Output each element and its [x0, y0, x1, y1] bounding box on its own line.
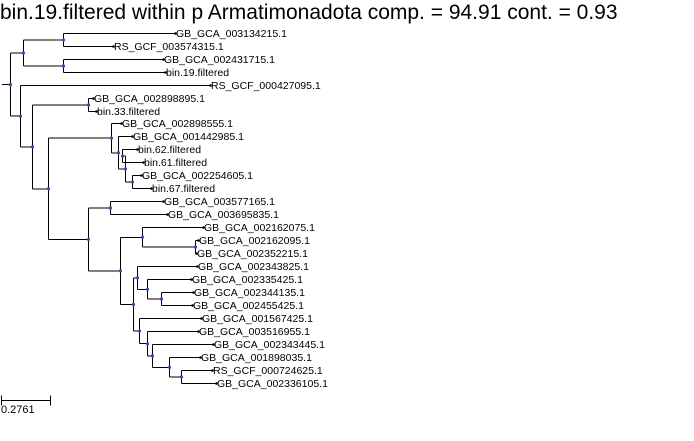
leaf-label: GB_GCA_002343445.1 — [214, 339, 325, 351]
leaf-label: GB_GCA_002898555.1 — [122, 118, 233, 130]
leaf-tip-marker — [195, 252, 198, 255]
internal-node-marker — [61, 38, 66, 42]
internal-node-marker — [86, 103, 91, 107]
internal-node-marker — [145, 342, 150, 346]
leaf-tip-marker — [162, 200, 165, 203]
leaf-label: GB_GCA_002344135.1 — [194, 287, 305, 299]
leaf-tip-marker — [112, 45, 115, 48]
leaf-tip-marker — [95, 110, 98, 113]
leaf-label: GB_GCA_003134215.1 — [176, 28, 287, 40]
leaf-tip-marker — [215, 382, 218, 385]
scale-bar-label: 0.2761 — [1, 404, 35, 416]
leaf-label: bin.33.filtered — [97, 106, 160, 118]
leaf-tip-marker — [136, 148, 139, 151]
leaf-tip-marker — [199, 356, 202, 359]
internal-node-marker — [61, 64, 66, 68]
leaf-tip-marker — [166, 213, 169, 216]
scale-bar: 0.2761 — [1, 395, 51, 416]
internal-node-marker — [86, 237, 91, 242]
internal-node-marker — [21, 51, 26, 55]
internal-node-marker — [108, 206, 113, 210]
internal-node-marker — [193, 245, 198, 249]
leaf-label: RS_GCF_000427095.1 — [211, 80, 321, 92]
internal-node-marker — [118, 269, 123, 273]
internal-node-marker — [135, 276, 140, 280]
internal-node-marker — [150, 354, 155, 358]
internal-node-marker — [179, 375, 184, 379]
leaf-tip-marker — [92, 97, 95, 100]
internal-node-marker — [130, 180, 135, 184]
leaf-tip-marker — [162, 58, 165, 61]
internal-node-marker — [46, 187, 51, 191]
internal-node-marker — [140, 235, 145, 239]
leaf-tip-marker — [150, 187, 153, 190]
leaf-tip-marker — [192, 291, 195, 294]
leaf-label: GB_GCA_002455425.1 — [193, 300, 304, 312]
leaf-tip-marker — [211, 369, 214, 372]
internal-node-marker — [167, 365, 172, 369]
leaf-tip-marker — [131, 135, 134, 138]
leaf-tip-marker — [190, 278, 193, 281]
leaf-label: RS_GCF_000724625.1 — [213, 365, 323, 377]
leaf-tip-marker — [140, 174, 143, 177]
leaf-tip-marker — [197, 239, 200, 242]
internal-node-marker — [116, 151, 121, 155]
leaf-label: GB_GCA_001442985.1 — [133, 131, 244, 143]
leaf-label: GB_GCA_002431715.1 — [164, 54, 275, 66]
leaf-tip-marker — [191, 304, 194, 307]
leaf-label: bin.67.filtered — [152, 183, 215, 195]
leaf-label: bin.19.filtered — [166, 67, 229, 79]
internal-node-marker — [131, 302, 136, 307]
internal-node-marker — [109, 136, 114, 140]
internal-node-marker — [8, 82, 13, 87]
internal-node-marker — [159, 297, 164, 301]
leaf-label: bin.62.filtered — [138, 144, 201, 156]
internal-node-marker — [18, 114, 23, 118]
leaf-label: GB_GCA_002254605.1 — [142, 170, 253, 182]
leaf-label: RS_GCF_003574315.1 — [114, 41, 224, 53]
leaf-label: GB_GCA_003516955.1 — [199, 326, 310, 338]
leaf-label: GB_GCA_003695835.1 — [168, 209, 279, 221]
leaf-label: bin.61.filtered — [144, 157, 207, 169]
internal-node-marker — [30, 145, 35, 149]
internal-node-marker — [145, 287, 150, 291]
tree-title: bin.19.filtered within p Armatimonadota … — [0, 1, 618, 24]
leaf-tip-marker — [120, 122, 123, 125]
internal-node-marker — [123, 167, 128, 171]
leaf-label: GB_GCA_002162075.1 — [204, 222, 315, 234]
leaf-tip-marker — [202, 226, 205, 229]
leaf-label: GB_GCA_002352215.1 — [197, 248, 308, 260]
internal-node-marker — [120, 154, 125, 158]
leaf-tip-marker — [142, 161, 145, 164]
leaf-label: GB_GCA_002898895.1 — [94, 93, 205, 105]
leaf-tip-marker — [197, 330, 200, 333]
leaf-tip-marker — [174, 32, 177, 35]
internal-node-marker — [137, 329, 142, 333]
leaf-tip-marker — [164, 71, 167, 74]
leaf-tip-marker — [196, 265, 199, 268]
leaf-label: GB_GCA_002343825.1 — [198, 261, 309, 273]
leaf-tip-marker — [200, 317, 203, 320]
leaf-label: GB_GCA_002335425.1 — [192, 274, 303, 286]
leaf-tip-marker — [212, 343, 215, 346]
leaf-label: GB_GCA_002336105.1 — [217, 378, 328, 390]
leaf-label: GB_GCA_003577165.1 — [164, 196, 275, 208]
leaf-label: GB_GCA_001567425.1 — [202, 313, 313, 325]
leaf-label: GB_GCA_002162095.1 — [199, 235, 310, 247]
leaf-label: GB_GCA_001898035.1 — [201, 352, 312, 364]
leaf-tip-marker — [209, 84, 212, 87]
